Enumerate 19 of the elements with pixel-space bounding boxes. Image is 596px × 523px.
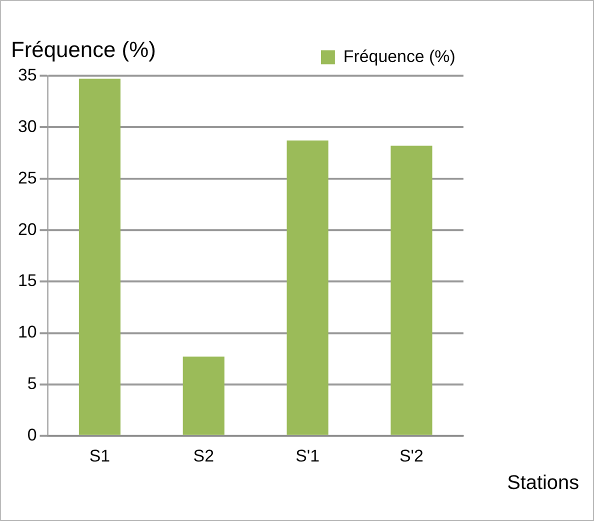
- y-tick-label: 15: [18, 271, 37, 290]
- y-tick-label: 35: [18, 65, 37, 84]
- legend-label: Fréquence (%): [343, 46, 456, 66]
- y-tick-label: 30: [18, 116, 37, 136]
- bar: [286, 140, 328, 435]
- x-tick-label: S'1: [296, 446, 320, 466]
- bar: [390, 146, 432, 435]
- y-tick-label: 5: [27, 374, 37, 394]
- bar: [182, 356, 224, 435]
- x-tick-label: S2: [193, 446, 214, 466]
- y-axis-title: Fréquence (%): [10, 36, 156, 62]
- y-tick-label: 25: [18, 168, 37, 188]
- y-tick-label: 10: [18, 322, 37, 342]
- y-tick-label: 0: [27, 426, 37, 445]
- x-tick-label: S'2: [400, 446, 424, 466]
- y-tick-label: 20: [18, 220, 37, 239]
- x-tick-label: S1: [89, 446, 110, 466]
- bar: [78, 78, 120, 435]
- x-axis-title: Stations: [507, 472, 580, 494]
